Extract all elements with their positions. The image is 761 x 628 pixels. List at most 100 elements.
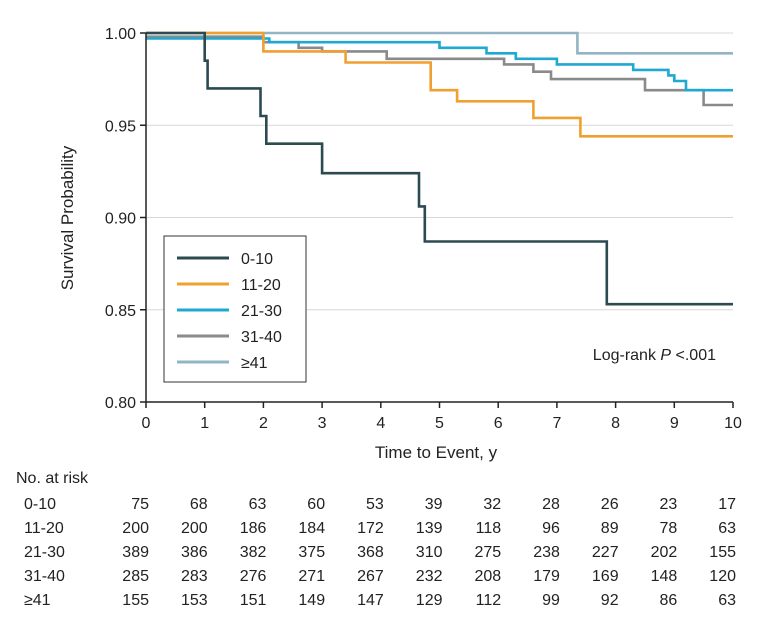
x-axis-title: Time to Event, y xyxy=(375,443,498,462)
risk-cell: 267 xyxy=(357,568,384,585)
legend-label: 21-30 xyxy=(241,303,282,320)
risk-row-label: 11-20 xyxy=(24,520,64,537)
risk-cell: 151 xyxy=(239,592,267,609)
risk-cell: 285 xyxy=(122,568,149,585)
x-tick-label: 7 xyxy=(552,415,561,432)
risk-cell: 86 xyxy=(659,592,678,609)
risk-cell: 28 xyxy=(542,496,560,513)
risk-cell: 227 xyxy=(591,544,619,561)
legend-label: 11-20 xyxy=(241,277,281,294)
survival-curve-0-10 xyxy=(146,31,733,306)
x-tick-label: 8 xyxy=(611,415,620,432)
risk-cell: 53 xyxy=(366,496,384,513)
x-tick-label: 0 xyxy=(142,415,151,432)
risk-row: 31-40 285 283 276 271 267 232 208 179 169 148 120 xyxy=(0,568,761,592)
risk-cell: 78 xyxy=(659,520,678,537)
survival-curve-≥41 xyxy=(146,31,733,55)
risk-cell: 120 xyxy=(709,568,736,585)
risk-cell: 186 xyxy=(239,520,267,537)
risk-cell: 118 xyxy=(475,520,502,537)
y-axis-title: Survival Probability xyxy=(58,145,77,290)
risk-row: ≥41 155 153 151 149 147 129 112 99 92 86 63 xyxy=(0,592,761,616)
risk-cell: 179 xyxy=(533,568,560,585)
survival-chart: 0 1 2 3 4 5 6 7 8 9 10 0.80 0.85 0.90 0.95 1.00 Time t… xyxy=(58,26,742,462)
logrank-suffix: <.001 xyxy=(671,347,716,364)
y-tick-label: 0.95 xyxy=(105,118,136,135)
risk-cell: 389 xyxy=(122,544,149,561)
risk-cell: 169 xyxy=(591,568,619,585)
y-ticks: 0.80 0.85 0.90 0.95 1.00 xyxy=(105,26,146,412)
risk-row: 11-20 200 200 186 184 172 139 118 96 89 78 63 xyxy=(0,520,761,544)
legend: 0-10 11-20 21-30 31-40 ≥41 xyxy=(163,235,307,383)
risk-cell: 155 xyxy=(709,544,736,561)
logrank-prefix: Log-rank xyxy=(593,347,661,364)
risk-cell: 89 xyxy=(600,520,619,537)
risk-cell: 32 xyxy=(483,496,502,513)
risk-cell: 92 xyxy=(600,592,619,609)
x-tick-label: 2 xyxy=(259,415,268,432)
risk-cell: 39 xyxy=(424,496,443,513)
risk-row: 0-10 75 68 63 60 53 39 32 28 26 23 17 xyxy=(0,496,761,520)
legend-label: 0-10 xyxy=(241,251,273,268)
risk-cell: 386 xyxy=(180,544,208,561)
risk-cell: 276 xyxy=(239,568,267,585)
risk-cell: 68 xyxy=(189,496,208,513)
risk-cell: 23 xyxy=(659,496,678,513)
risk-cell: 139 xyxy=(415,520,443,537)
risk-cell: 17 xyxy=(718,496,736,513)
risk-cell: 147 xyxy=(357,592,384,609)
risk-cell: 112 xyxy=(475,592,502,609)
risk-row-label: 21-30 xyxy=(24,544,65,561)
risk-cell: 155 xyxy=(122,592,149,609)
risk-table-title: No. at risk xyxy=(16,470,89,487)
survival-curve-11-20 xyxy=(146,31,733,138)
x-tick-label: 4 xyxy=(376,415,385,432)
risk-cell: 208 xyxy=(474,568,502,585)
risk-cell: 200 xyxy=(180,520,208,537)
y-tick-label: 0.80 xyxy=(105,395,136,412)
risk-cell: 275 xyxy=(474,544,502,561)
x-tick-label: 10 xyxy=(724,415,742,432)
risk-cell: 202 xyxy=(650,544,678,561)
risk-cell: 26 xyxy=(600,496,619,513)
y-tick-label: 0.90 xyxy=(105,211,136,228)
x-ticks: 0 1 2 3 4 5 6 7 8 9 10 xyxy=(142,402,742,432)
x-tick-label: 3 xyxy=(318,415,327,432)
x-tick-label: 9 xyxy=(670,415,679,432)
risk-cell: 238 xyxy=(533,544,560,561)
x-tick-label: 5 xyxy=(435,415,444,432)
risk-cell: 283 xyxy=(180,568,208,585)
logrank-annotation: Log-rank P <.001 xyxy=(593,347,716,364)
legend-label: 31-40 xyxy=(241,329,282,346)
legend-label: ≥41 xyxy=(241,355,268,372)
risk-row-label: 0-10 xyxy=(24,496,57,513)
risk-cell: 96 xyxy=(542,520,560,537)
risk-cell: 172 xyxy=(357,520,384,537)
risk-cell: 129 xyxy=(415,592,443,609)
survival-curve-21-30 xyxy=(146,37,733,92)
risk-cell: 60 xyxy=(307,496,326,513)
y-tick-label: 0.85 xyxy=(105,303,136,320)
risk-cell: 200 xyxy=(122,520,149,537)
risk-cell: 153 xyxy=(180,592,208,609)
risk-cell: 271 xyxy=(298,568,326,585)
risk-cell: 63 xyxy=(718,592,736,609)
risk-row: 21-30 389 386 382 375 368 310 275 238 227 202 155 xyxy=(0,544,761,568)
risk-cell: 148 xyxy=(650,568,678,585)
y-tick-label: 1.00 xyxy=(105,26,136,43)
risk-cell: 310 xyxy=(415,544,443,561)
risk-cell: 63 xyxy=(248,496,267,513)
risk-cell: 232 xyxy=(415,568,443,585)
risk-cell: 382 xyxy=(239,544,267,561)
risk-cell: 184 xyxy=(298,520,326,537)
risk-row-label: 31-40 xyxy=(24,568,65,585)
x-tick-label: 1 xyxy=(200,415,209,432)
risk-cell: 375 xyxy=(298,544,326,561)
x-tick-label: 6 xyxy=(494,415,503,432)
risk-row-label: ≥41 xyxy=(24,592,51,609)
risk-cell: 75 xyxy=(131,496,149,513)
risk-cell: 368 xyxy=(357,544,384,561)
risk-cell: 63 xyxy=(718,520,736,537)
risk-cell: 99 xyxy=(542,592,560,609)
risk-cell: 149 xyxy=(298,592,326,609)
